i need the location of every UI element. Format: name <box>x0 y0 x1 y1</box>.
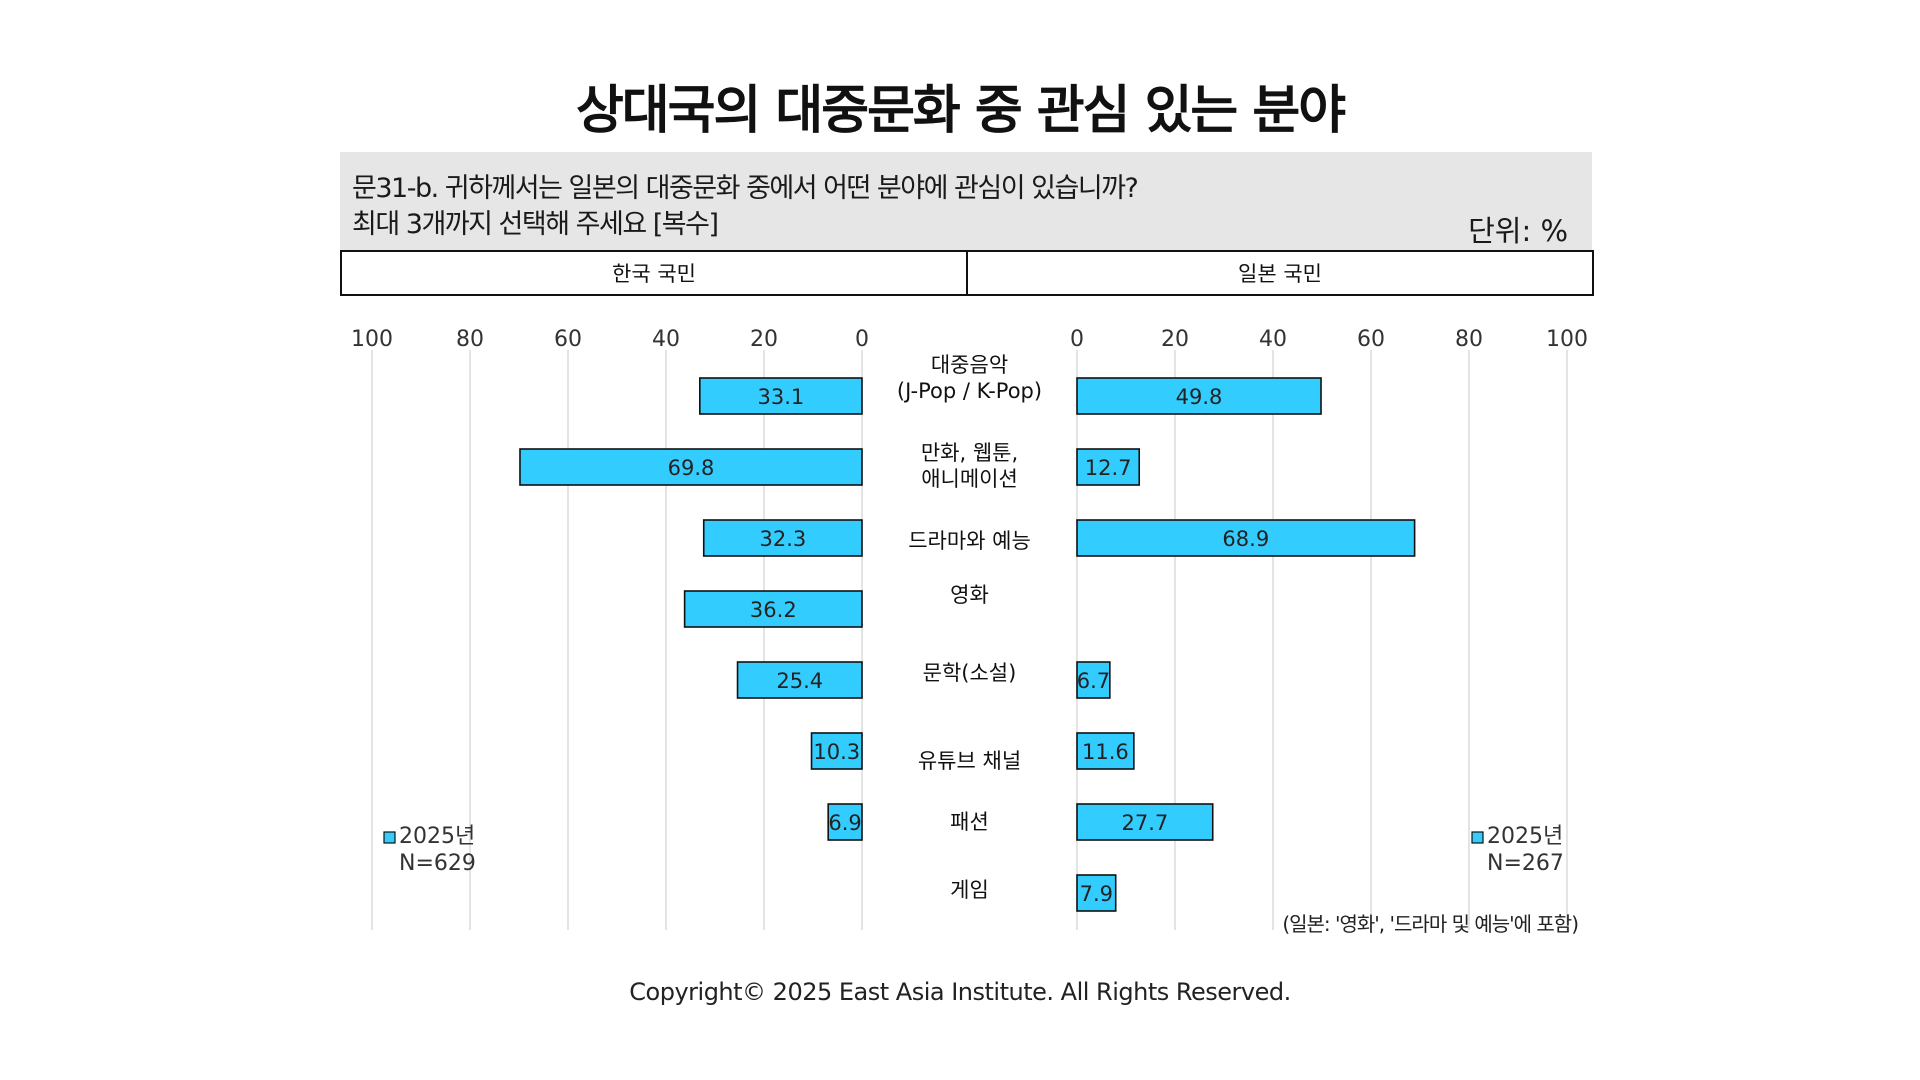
question-instruction: 최대 3개까지 선택해 주세요 [복수] <box>352 209 719 240</box>
panel-header-japan: 일본 국민 <box>1238 262 1322 286</box>
bar-value-label-japan: 7.9 <box>1080 882 1113 906</box>
axis-tick-left: 60 <box>554 327 582 352</box>
axis-tick-left: 0 <box>855 327 869 352</box>
page-title: 상대국의 대중문화 중 관심 있는 분야 <box>575 81 1346 141</box>
panel-header-korea: 한국 국민 <box>342 252 968 294</box>
unit-label: 단위: % <box>1468 214 1568 248</box>
bar-japan <box>1076 661 1111 699</box>
category-label: 대중음악 <box>931 353 1008 377</box>
axis-tick-left: 80 <box>456 327 484 352</box>
bar-korea <box>827 803 863 841</box>
category-label: 유튜브 채널 <box>918 749 1021 773</box>
bar-value-label-korea: 10.3 <box>813 740 860 764</box>
footnote: (일본: '영화', '드라마 및 예능'에 포함) <box>1282 912 1579 936</box>
category-label: 만화, 웹툰, <box>921 441 1018 465</box>
panel-header: 한국 국민 일본 국민 <box>340 250 1594 296</box>
bar-japan <box>1076 377 1322 415</box>
axis-tick-left: 100 <box>351 327 393 352</box>
legend-label-japan: 2025년 <box>1487 824 1563 849</box>
axis-tick-right: 100 <box>1546 327 1588 352</box>
category-label: (J-Pop / K-Pop) <box>897 379 1042 403</box>
bar-japan <box>1076 732 1135 770</box>
bar-value-label-japan: 49.8 <box>1176 385 1223 409</box>
bar-korea <box>736 661 863 699</box>
legend-n-korea: N=629 <box>399 851 476 876</box>
bar-value-label-japan: 6.7 <box>1077 669 1110 693</box>
bar-value-label-japan: 12.7 <box>1085 456 1132 480</box>
bar-korea <box>519 448 863 486</box>
category-label: 영화 <box>950 583 989 607</box>
bar-value-label-korea: 36.2 <box>750 598 797 622</box>
bar-value-label-japan: 11.6 <box>1082 740 1129 764</box>
bar-value-label-korea: 69.8 <box>668 456 715 480</box>
axis-tick-right: 80 <box>1455 327 1483 352</box>
bar-value-label-japan: 68.9 <box>1222 527 1269 551</box>
bar-japan <box>1076 448 1141 486</box>
bar-value-label-korea: 32.3 <box>759 527 806 551</box>
copyright-text: Copyright© 2025 East Asia Institute. All… <box>629 978 1291 1006</box>
bar-japan <box>1076 874 1117 912</box>
axis-tick-right: 40 <box>1259 327 1287 352</box>
bar-value-label-korea: 33.1 <box>758 385 805 409</box>
bar-korea <box>683 590 863 628</box>
axis-tick-left: 40 <box>652 327 680 352</box>
category-label: 게임 <box>950 878 989 902</box>
category-label: 패션 <box>950 810 989 834</box>
legend-swatch-japan <box>1471 831 1484 844</box>
axis-tick-left: 20 <box>750 327 778 352</box>
question-text: 문31-b. 귀하께서는 일본의 대중문화 중에서 어떤 분야에 관심이 있습니… <box>352 173 1139 204</box>
axis-tick-right: 0 <box>1070 327 1084 352</box>
bar-korea <box>810 732 863 770</box>
bar-japan <box>1076 803 1214 841</box>
legend-n-japan: N=267 <box>1487 851 1564 876</box>
legend-swatch-korea <box>383 831 396 844</box>
axis-tick-right: 60 <box>1357 327 1385 352</box>
bar-korea <box>699 377 863 415</box>
category-label: 문학(소설) <box>923 661 1017 685</box>
axis-tick-right: 20 <box>1161 327 1189 352</box>
bar-value-label-japan: 27.7 <box>1121 811 1168 835</box>
category-label: 애니메이션 <box>921 467 1018 491</box>
bar-value-label-korea: 25.4 <box>776 669 823 693</box>
bar-value-label-korea: 6.9 <box>828 811 861 835</box>
legend-label-korea: 2025년 <box>399 824 475 849</box>
question-box: 문31-b. 귀하께서는 일본의 대중문화 중에서 어떤 분야에 관심이 있습니… <box>340 152 1592 250</box>
bar-korea <box>702 519 863 557</box>
category-label: 드라마와 예능 <box>908 529 1031 553</box>
bar-japan <box>1076 519 1416 557</box>
